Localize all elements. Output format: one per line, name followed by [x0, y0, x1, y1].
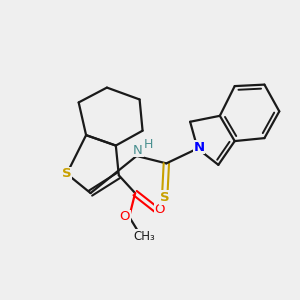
Text: S: S [62, 167, 72, 180]
Text: O: O [119, 210, 130, 224]
Text: CH₃: CH₃ [133, 230, 155, 243]
Text: O: O [154, 203, 165, 216]
Text: S: S [160, 191, 170, 204]
Text: N: N [194, 140, 205, 154]
Text: H: H [144, 138, 153, 151]
Text: N: N [133, 143, 143, 157]
